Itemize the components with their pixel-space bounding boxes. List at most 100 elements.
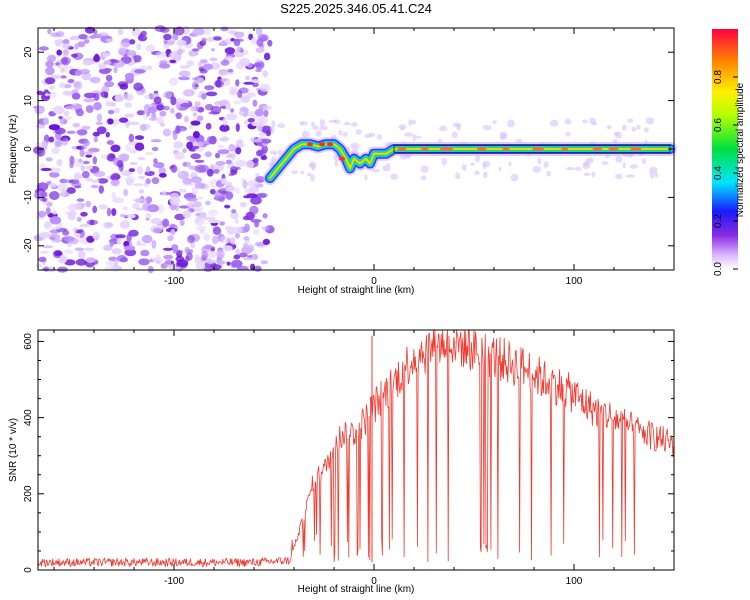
noise-blob bbox=[92, 231, 101, 240]
noise-blob bbox=[182, 161, 192, 168]
noise-blob bbox=[212, 235, 219, 244]
noise-blob bbox=[209, 57, 218, 62]
noise-blob bbox=[119, 213, 126, 218]
noise-blob bbox=[214, 79, 224, 88]
noise-blob bbox=[132, 183, 144, 187]
noise-blob bbox=[179, 65, 191, 69]
noise-blob bbox=[482, 125, 492, 131]
noise-blob bbox=[89, 219, 95, 226]
noise-blob bbox=[92, 131, 100, 137]
noise-blob bbox=[232, 226, 243, 234]
noise-blob bbox=[510, 173, 519, 182]
noise-blob bbox=[85, 200, 92, 208]
noise-blob bbox=[180, 127, 186, 132]
noise-blob bbox=[205, 91, 218, 97]
noise-blob bbox=[56, 159, 63, 167]
noise-blob bbox=[92, 55, 101, 63]
noise-blob bbox=[75, 233, 81, 238]
noise-blob bbox=[206, 36, 215, 42]
noise-blob bbox=[163, 254, 173, 260]
noise-blob bbox=[119, 83, 129, 90]
noise-blob bbox=[169, 59, 176, 64]
noise-blob bbox=[219, 221, 226, 226]
noise-blob bbox=[71, 182, 82, 187]
colorbar-gradient bbox=[712, 29, 738, 269]
noise-blob bbox=[113, 66, 118, 74]
noise-blob bbox=[47, 28, 52, 35]
noise-blob bbox=[105, 131, 110, 138]
spectrogram-x-ticks: -100 0 100 bbox=[53, 28, 655, 287]
noise-blob bbox=[224, 181, 233, 187]
noise-blob bbox=[315, 130, 322, 137]
noise-blob bbox=[300, 121, 304, 125]
noise-blob bbox=[63, 235, 75, 242]
noise-blob bbox=[178, 70, 191, 77]
spectrogram-y-label: Frequency (Hz) bbox=[8, 115, 19, 184]
noise-blob bbox=[138, 258, 150, 266]
noise-blob bbox=[125, 144, 132, 152]
noise-blob bbox=[92, 156, 98, 165]
noise-blob bbox=[134, 142, 145, 151]
noise-blob bbox=[254, 265, 262, 272]
track-hotspot bbox=[327, 142, 333, 147]
colorbar-tick-label: 0.8 bbox=[713, 70, 724, 84]
noise-blob bbox=[202, 63, 214, 71]
noise-blob bbox=[105, 38, 114, 43]
noise-blob bbox=[81, 125, 91, 130]
noise-blob bbox=[90, 179, 100, 183]
noise-blob bbox=[215, 160, 226, 166]
noise-blob bbox=[212, 226, 222, 235]
noise-blob bbox=[186, 135, 197, 141]
noise-blob bbox=[398, 124, 407, 130]
noise-blob bbox=[158, 167, 167, 175]
noise-blob bbox=[144, 170, 155, 177]
noise-blob bbox=[225, 103, 231, 110]
noise-blob bbox=[643, 127, 649, 133]
noise-blob bbox=[124, 102, 133, 108]
noise-blob bbox=[134, 135, 145, 141]
noise-blob bbox=[277, 123, 286, 129]
noise-blob bbox=[96, 113, 102, 122]
noise-blob bbox=[237, 252, 248, 258]
noise-blob bbox=[350, 122, 358, 127]
x-tick-label: 100 bbox=[566, 276, 583, 287]
noise-blob bbox=[537, 157, 542, 165]
noise-blob bbox=[129, 39, 136, 45]
noise-blob bbox=[145, 213, 152, 219]
noise-blob bbox=[162, 128, 172, 137]
noise-blob bbox=[44, 221, 52, 230]
noise-blob bbox=[76, 198, 85, 202]
noise-blob bbox=[35, 142, 43, 146]
noise-blob bbox=[147, 106, 158, 114]
noise-blob bbox=[111, 248, 122, 255]
track-hotspot bbox=[319, 142, 325, 147]
noise-blob bbox=[197, 141, 204, 147]
noise-blob bbox=[74, 229, 84, 234]
noise-blob bbox=[85, 165, 93, 170]
noise-blob bbox=[277, 149, 282, 155]
noise-blob bbox=[312, 125, 320, 130]
noise-blob bbox=[136, 242, 147, 246]
noise-blob bbox=[129, 149, 138, 154]
noise-blob bbox=[235, 186, 240, 195]
noise-blob bbox=[482, 160, 491, 168]
noise-blob bbox=[515, 139, 523, 143]
noise-blob bbox=[81, 203, 86, 208]
noise-blob bbox=[147, 65, 152, 71]
noise-blob bbox=[179, 220, 185, 226]
noise-blob bbox=[167, 235, 174, 242]
noise-blob bbox=[110, 144, 121, 153]
noise-blob bbox=[382, 165, 391, 172]
noise-blob bbox=[233, 31, 245, 38]
noise-blob bbox=[73, 81, 81, 88]
y-tick-label: 0 bbox=[23, 146, 34, 152]
noise-blob bbox=[197, 77, 204, 84]
noise-blob bbox=[46, 55, 57, 63]
x-tick-label: -100 bbox=[164, 276, 184, 287]
noise-blob bbox=[233, 254, 241, 260]
noise-blob bbox=[149, 117, 158, 121]
noise-blob bbox=[49, 236, 56, 240]
noise-blob bbox=[154, 25, 166, 32]
noise-blob bbox=[242, 179, 248, 189]
noise-blob bbox=[190, 145, 200, 150]
